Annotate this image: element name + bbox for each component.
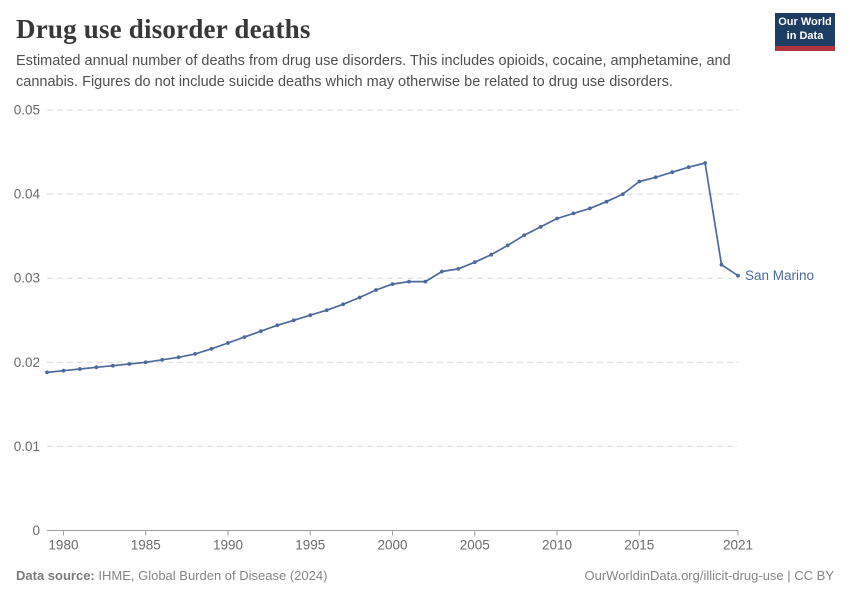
data-point[interactable]: [127, 362, 132, 366]
data-point[interactable]: [78, 367, 82, 371]
y-tick-label: 0: [32, 523, 40, 538]
data-point[interactable]: [505, 243, 510, 248]
data-point[interactable]: [472, 260, 477, 265]
x-tick-label: 2000: [377, 538, 407, 553]
data-point[interactable]: [637, 179, 642, 184]
x-tick-label: 2005: [460, 538, 490, 553]
chart-subtitle: Estimated annual number of deaths from d…: [16, 53, 731, 90]
data-point[interactable]: [719, 262, 724, 267]
x-tick-label: 1980: [48, 538, 78, 553]
data-point[interactable]: [620, 192, 625, 197]
page-title: Drug use disorder deaths: [16, 14, 311, 44]
data-point[interactable]: [604, 199, 609, 204]
data-point[interactable]: [45, 370, 49, 375]
data-point[interactable]: [555, 216, 559, 221]
data-point[interactable]: [242, 335, 247, 339]
x-tick-label: 1990: [213, 538, 243, 553]
data-point[interactable]: [522, 233, 526, 238]
y-tick-label: 0.05: [14, 103, 40, 118]
data-point[interactable]: [456, 267, 461, 271]
y-tick-label: 0.04: [14, 187, 41, 202]
data-point[interactable]: [374, 288, 378, 292]
data-point[interactable]: [538, 225, 543, 229]
data-point[interactable]: [193, 352, 198, 356]
y-tick-label: 0.03: [14, 271, 40, 286]
data-point[interactable]: [291, 318, 296, 323]
data-point[interactable]: [670, 170, 675, 175]
data-point[interactable]: [357, 295, 362, 300]
data-point[interactable]: [94, 365, 99, 370]
x-tick-label: 2021: [723, 538, 753, 553]
data-point[interactable]: [703, 161, 707, 165]
data-point[interactable]: [390, 282, 395, 286]
data-point[interactable]: [423, 279, 428, 284]
data-point[interactable]: [226, 341, 230, 345]
data-point[interactable]: [259, 329, 263, 334]
data-point[interactable]: [143, 360, 148, 365]
data-point[interactable]: [407, 279, 411, 284]
data-source-text: IHME, Global Burden of Disease (2024): [94, 568, 328, 583]
data-point[interactable]: [110, 363, 115, 368]
data-source-label: Data source:: [16, 568, 95, 583]
data-point[interactable]: [275, 323, 280, 328]
entity-end-label[interactable]: San Marino: [745, 268, 814, 283]
owid-logo-line2: in Data: [786, 29, 824, 42]
x-tick-label: 1995: [295, 538, 325, 553]
data-point[interactable]: [209, 346, 214, 351]
x-tick-label: 2015: [624, 538, 654, 553]
data-point[interactable]: [686, 165, 691, 170]
x-tick-label: 2010: [542, 538, 572, 553]
data-point[interactable]: [160, 357, 165, 362]
data-point[interactable]: [324, 308, 329, 313]
data-point[interactable]: [61, 368, 66, 373]
data-point[interactable]: [588, 206, 592, 211]
credit-link[interactable]: OurWorldinData.org/illicit-drug-use | CC…: [584, 568, 835, 583]
owid-logo[interactable]: Our World in Data: [775, 13, 835, 51]
data-point[interactable]: [736, 273, 740, 278]
data-point[interactable]: [308, 313, 313, 318]
data-source-note: Data source: IHME, Global Burden of Dise…: [16, 568, 327, 583]
data-point[interactable]: [176, 355, 181, 360]
data-point[interactable]: [440, 269, 444, 274]
data-point[interactable]: [341, 302, 345, 307]
data-point[interactable]: [489, 252, 494, 257]
x-tick-label: 1985: [131, 538, 161, 553]
y-tick-label: 0.02: [14, 355, 40, 370]
data-point[interactable]: [653, 175, 658, 180]
owid-logo-line1: Our World: [778, 15, 832, 28]
y-tick-label: 0.01: [14, 439, 40, 454]
data-point[interactable]: [571, 211, 576, 216]
